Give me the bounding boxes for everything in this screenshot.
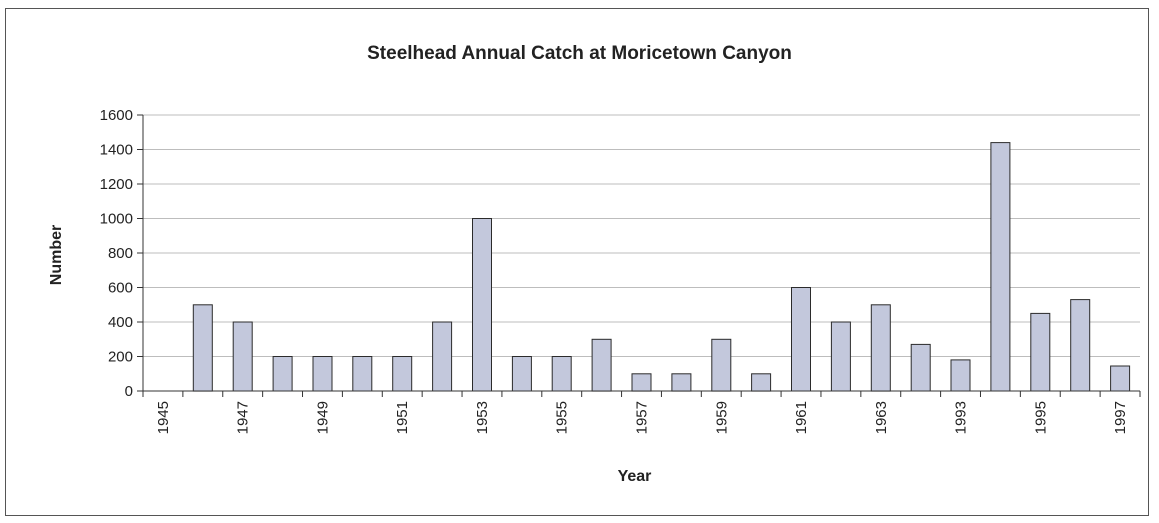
bar-1948 bbox=[272, 356, 293, 392]
chart-title: Steelhead Annual Catch at Moricetown Can… bbox=[367, 43, 792, 64]
bar-1955 bbox=[551, 356, 572, 392]
bar-1952 bbox=[432, 321, 453, 392]
bar-1947 bbox=[232, 321, 253, 392]
x-tick-label: 1951 bbox=[394, 401, 411, 434]
y-tick-label: 1000 bbox=[100, 211, 133, 228]
y-tick-label: 600 bbox=[108, 280, 133, 297]
y-tick-label: 800 bbox=[108, 245, 133, 262]
x-tick-label: 1963 bbox=[873, 401, 890, 434]
bar-1993 bbox=[950, 359, 971, 392]
x-tick-label: 1961 bbox=[793, 401, 810, 434]
bar-1962 bbox=[830, 321, 851, 392]
x-tick-label: 1947 bbox=[235, 401, 252, 434]
bar-1953 bbox=[472, 218, 492, 392]
bar-1951 bbox=[392, 356, 413, 392]
bar-1963 bbox=[870, 304, 891, 392]
x-tick-label: 1955 bbox=[554, 401, 571, 434]
bars bbox=[192, 142, 1131, 392]
x-tick-label: 1959 bbox=[713, 401, 730, 434]
bar-1960 bbox=[751, 373, 772, 392]
y-tick-labels: 0 200 400 600 800 1000 1200 1400 1600 bbox=[100, 107, 143, 400]
y-tick-label: 400 bbox=[108, 314, 133, 331]
bar-1956 bbox=[591, 338, 612, 392]
bar-1949 bbox=[312, 356, 333, 392]
x-tick-label: 1949 bbox=[314, 401, 331, 434]
bar-1997 bbox=[1110, 365, 1131, 392]
x-tick-label: 1993 bbox=[953, 401, 970, 434]
x-axis-label: Year bbox=[617, 468, 652, 485]
bar-1957 bbox=[631, 373, 652, 392]
x-tick-label: 1953 bbox=[474, 401, 491, 434]
bar-1946 bbox=[192, 304, 213, 392]
chart-frame bbox=[5, 8, 1149, 516]
y-tick-label: 1200 bbox=[100, 176, 133, 193]
y-tick-label: 200 bbox=[108, 349, 133, 366]
bar-1994 bbox=[990, 142, 1011, 392]
bar-1996 bbox=[1070, 299, 1091, 392]
x-tick-label: 1995 bbox=[1032, 401, 1049, 434]
x-tick-labels: 1945 1947 1949 1951 1953 1955 1957 1959 1961 1963… bbox=[142, 391, 1141, 434]
bar-1959 bbox=[711, 338, 732, 392]
bar-1961 bbox=[791, 287, 811, 392]
bar-1995 bbox=[1030, 312, 1051, 392]
bar-1958 bbox=[671, 373, 692, 392]
y-tick-label: 1400 bbox=[100, 142, 133, 159]
y-tick-label: 0 bbox=[125, 383, 133, 400]
x-tick-label: 1945 bbox=[155, 401, 172, 434]
x-tick-label: 1957 bbox=[634, 401, 651, 434]
bar-1954 bbox=[511, 356, 532, 392]
y-tick-label: 1600 bbox=[100, 107, 133, 124]
bar-1964 bbox=[910, 343, 931, 392]
bar-1950 bbox=[352, 356, 373, 392]
gridlines bbox=[143, 114, 1140, 357]
x-tick-label: 1997 bbox=[1112, 401, 1129, 434]
